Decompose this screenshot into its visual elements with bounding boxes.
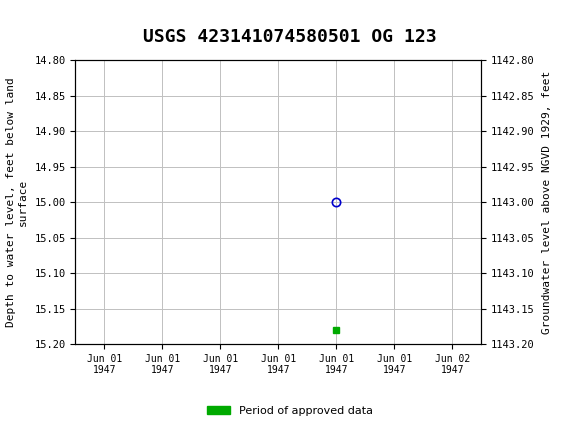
Y-axis label: Depth to water level, feet below land
surface: Depth to water level, feet below land su… <box>6 77 27 327</box>
Legend: Period of approved data: Period of approved data <box>203 401 377 420</box>
Text: USGS 423141074580501 OG 123: USGS 423141074580501 OG 123 <box>143 28 437 46</box>
Y-axis label: Groundwater level above NGVD 1929, feet: Groundwater level above NGVD 1929, feet <box>542 71 552 334</box>
Text: ╳USGS: ╳USGS <box>9 6 80 28</box>
